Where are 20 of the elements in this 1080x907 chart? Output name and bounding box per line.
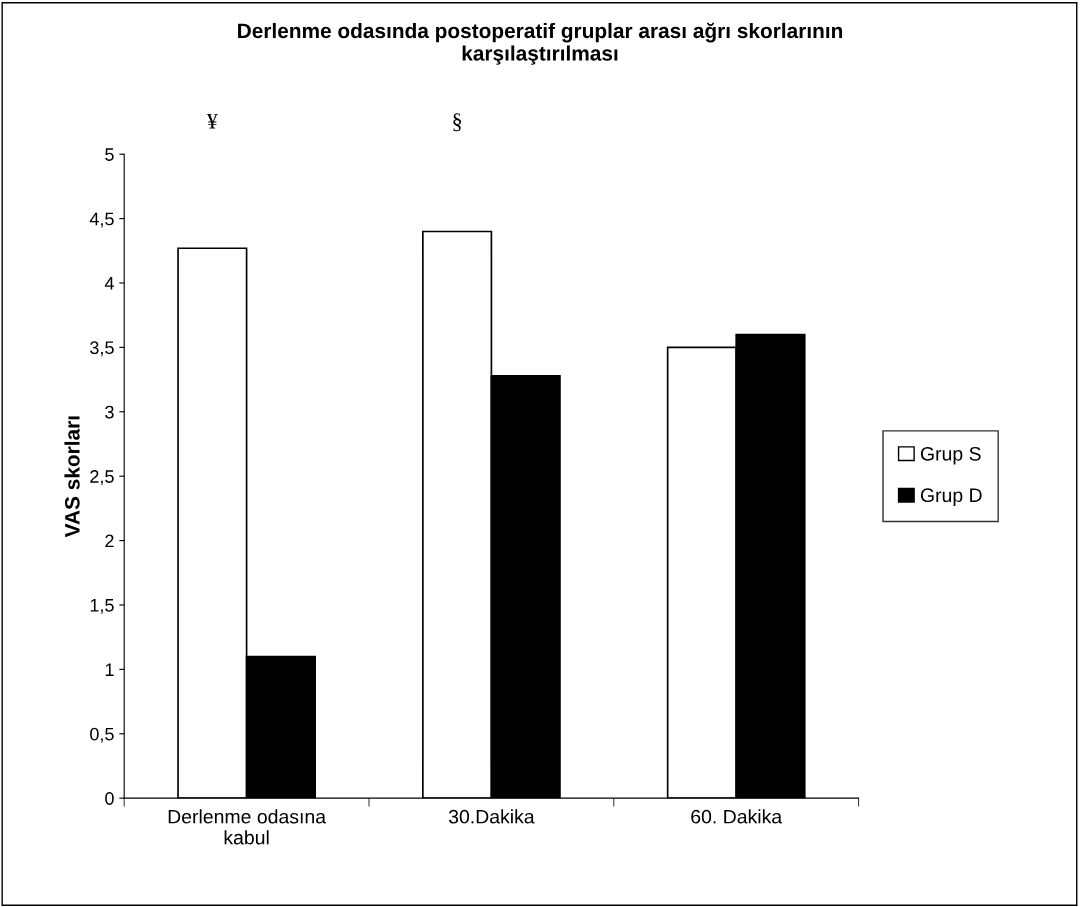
y-tick-label: 1,5 (90, 599, 114, 614)
y-tick-label: 2 (105, 534, 114, 548)
x-tick-label: 30.Dakika (448, 809, 535, 824)
chart-title: Derlenme odasında postoperatif gruplar arası ağrı skorlarının karşılaştırılması (238, 22, 843, 65)
y-axis-title: VAS skorları (64, 416, 80, 538)
x-tick-label: Derlenme odasına kabul (168, 809, 327, 845)
legend-label: Grup D (920, 488, 982, 506)
legend-label: Grup S (920, 446, 981, 465)
y-tick-label: 2,5 (90, 470, 114, 486)
y-tick-label: 3 (105, 405, 114, 419)
y-tick-label: 5 (105, 148, 114, 161)
y-tick-label: 3,5 (90, 341, 114, 357)
y-tick-label: 0,5 (90, 727, 114, 743)
text: ¥ (206, 113, 218, 129)
x-tick-label: 60. Dakika (691, 809, 783, 824)
y-tick-label: 0 (105, 792, 114, 805)
y-tick-label: 4 (104, 277, 114, 290)
y-tick-label: 1 (105, 663, 114, 676)
y-tick-label: 4,5 (89, 212, 114, 228)
text: § (453, 113, 462, 132)
